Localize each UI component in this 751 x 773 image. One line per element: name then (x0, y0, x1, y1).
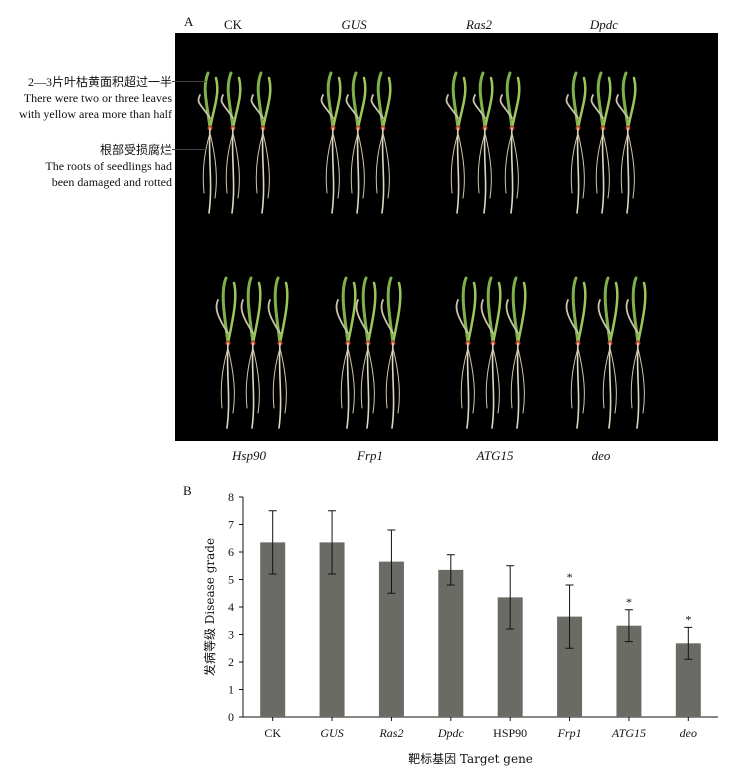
seedling-illustration (197, 71, 647, 429)
bar (438, 569, 464, 717)
y-axis-title: 发病等级 Disease grade (202, 538, 217, 676)
seedling (472, 71, 494, 214)
y-tick-label: 6 (228, 545, 234, 559)
significance-marker: * (626, 595, 632, 609)
seedling (597, 276, 619, 429)
seedling (250, 71, 272, 214)
x-tick-label: ATG15 (611, 726, 646, 740)
group-label-dpdc: Dpdc (589, 17, 619, 32)
bar-chart: 0 1 2 3 4 5 6 7 8 CK GUS Ras2 Dpdc HSP90 Frp1 * ATG15 * de… (202, 490, 718, 766)
annotation-roots-cn: 根部受损腐烂 (99, 143, 172, 157)
x-tick-label: GUS (320, 726, 343, 740)
seedling (267, 276, 289, 429)
x-tick-label: Ras2 (378, 726, 403, 740)
seedling (370, 71, 392, 214)
seedling (499, 71, 521, 214)
annotation-roots: 根部受损腐烂 The roots of seedlings had been d… (0, 142, 172, 190)
annotation-leaves: 2—3片叶枯黄面积超过一半 There were two or three le… (0, 74, 172, 122)
panel-a-letter: A (184, 14, 194, 29)
y-tick-label: 3 (228, 628, 234, 642)
y-tick-label: 4 (228, 600, 234, 614)
group-label-hsp90: Hsp90 (232, 448, 266, 463)
annotation-leaves-pointer (172, 81, 206, 82)
group-label-atg15: ATG15 (476, 448, 514, 463)
group-label-ck: CK (223, 17, 243, 32)
y-tick-label: 1 (228, 683, 234, 697)
seedling (197, 71, 219, 214)
seedling (590, 71, 612, 214)
annotation-leaves-en-1: There were two or three leaves (23, 91, 172, 105)
group-label-ras2: Ras2 (466, 17, 492, 32)
seedling (335, 276, 357, 429)
seedling (220, 71, 242, 214)
y-tick-label: 5 (228, 573, 234, 587)
seedling (355, 276, 377, 429)
seedling (215, 276, 237, 429)
seedling (625, 276, 647, 429)
seedling (565, 276, 587, 429)
seedling (345, 71, 367, 214)
seedling (565, 71, 587, 214)
group-label-deo: deo (591, 448, 611, 463)
significance-marker: * (685, 612, 691, 626)
seedling (240, 276, 262, 429)
seedling (445, 71, 467, 214)
x-tick-label: deo (680, 726, 697, 740)
y-tick-label: 0 (228, 710, 234, 724)
significance-marker: * (567, 570, 573, 584)
x-tick-label: CK (264, 726, 281, 740)
x-axis-title: 靶标基因 Target gene (408, 752, 533, 766)
group-label-frp1: Frp1 (357, 448, 383, 463)
group-label-gus: GUS (341, 17, 367, 32)
annotation-roots-en-1: The roots of seedlings had (45, 159, 172, 173)
y-tick-label: 7 (228, 518, 234, 532)
seedling-photo (175, 33, 718, 441)
panel-b-letter: B (183, 483, 192, 498)
seedling (505, 276, 527, 429)
y-tick-label: 2 (228, 655, 234, 669)
seedling (320, 71, 342, 214)
annotation-leaves-cn: 2—3片叶枯黄面积超过一半 (27, 75, 172, 89)
seedling (480, 276, 502, 429)
x-tick-label: HSP90 (493, 726, 527, 740)
x-tick-label: Frp1 (557, 726, 582, 740)
x-tick-label: Dpdc (437, 726, 465, 740)
y-tick-label: 8 (228, 490, 234, 504)
annotation-roots-pointer (172, 149, 206, 150)
annotation-leaves-en-2: with yellow area more than half (19, 107, 172, 121)
seedling (615, 71, 637, 214)
annotation-roots-en-2: been damaged and rotted (51, 175, 172, 189)
seedling (380, 276, 402, 429)
seedling (455, 276, 477, 429)
